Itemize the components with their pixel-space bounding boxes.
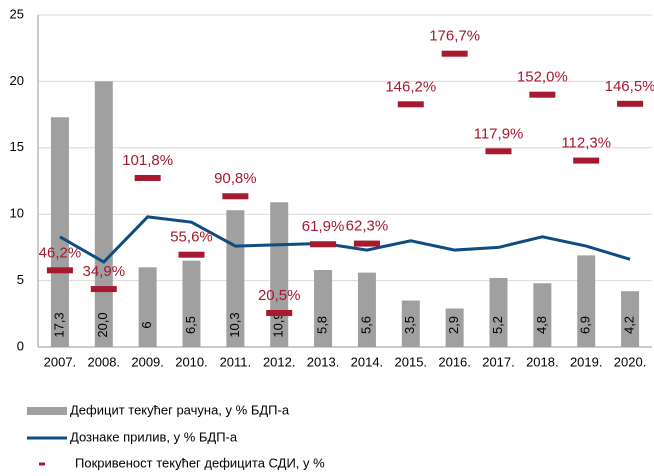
- legend-label: Дознаке прилив, у % БДП-а: [70, 429, 238, 444]
- y-tick-label: 0: [17, 338, 24, 353]
- bar: [182, 260, 201, 347]
- bar: [489, 277, 508, 347]
- marker: [617, 100, 644, 107]
- marker: [90, 286, 117, 293]
- x-tick-label: 2011.: [220, 354, 252, 369]
- marker-value-label: 20,5%: [258, 287, 301, 304]
- x-tick-label: 2015.: [395, 354, 428, 369]
- x-tick-label: 2012.: [263, 354, 296, 369]
- y-tick-label: 10: [10, 206, 24, 221]
- marker-value-label: 62,3%: [346, 218, 389, 235]
- bar-value-label: 5,2: [490, 316, 505, 334]
- bar-value-label: 6,5: [183, 316, 198, 334]
- y-tick-label: 15: [10, 139, 24, 154]
- x-tick-label: 2008.: [88, 354, 121, 369]
- bar-value-label: 3,5: [402, 316, 417, 334]
- marker-value-label: 152,0%: [517, 69, 568, 86]
- legend-swatch: [27, 407, 67, 415]
- x-tick-label: 2007.: [44, 354, 77, 369]
- bar-value-label: 5,8: [315, 316, 330, 334]
- marker-value-label: 117,9%: [474, 125, 524, 142]
- y-tick-label: 25: [10, 6, 24, 21]
- bar-value-label: 4,2: [622, 316, 637, 334]
- bar: [445, 308, 464, 347]
- marker: [573, 157, 600, 164]
- bar-value-label: 10,9: [271, 312, 286, 337]
- bar: [533, 283, 552, 347]
- bar-value-label: 2,9: [446, 316, 461, 334]
- y-tick-label: 5: [17, 272, 24, 287]
- line: [59, 215, 631, 264]
- bar: [94, 81, 113, 348]
- bar: [314, 269, 333, 347]
- marker-value-label: 61,9%: [302, 218, 345, 235]
- marker: [485, 148, 512, 155]
- marker: [397, 101, 424, 108]
- x-tick-label: 2014.: [351, 354, 384, 369]
- bar: [621, 291, 640, 347]
- marker-value-label: 90,8%: [214, 170, 257, 187]
- bar-value-label: 20,0: [95, 312, 110, 337]
- bar-value-label: 6: [139, 321, 154, 328]
- legend-label: Покривеност текућег дефицита СДИ, у %: [75, 455, 325, 470]
- marker: [178, 251, 205, 258]
- bar: [50, 117, 69, 347]
- marker: [441, 50, 468, 57]
- bar-value-label: 4,8: [534, 316, 549, 334]
- x-tick-label: 2013.: [307, 354, 340, 369]
- bar: [401, 300, 420, 347]
- marker-value-label: 101,8%: [122, 152, 173, 169]
- x-tick-label: 2010.: [175, 354, 208, 369]
- bar-value-label: 10,3: [227, 312, 242, 337]
- bar-value-label: 6,9: [578, 316, 593, 334]
- x-tick-label: 2016.: [438, 354, 471, 369]
- marker: [529, 91, 556, 98]
- bar: [357, 272, 376, 347]
- marker-value-label: 46,2%: [39, 244, 82, 261]
- x-tick-label: 2020.: [614, 354, 647, 369]
- x-tick-label: 2009.: [131, 354, 164, 369]
- marker: [266, 309, 293, 316]
- marker-value-label: 34,9%: [83, 263, 126, 280]
- marker-value-label: 176,7%: [429, 28, 480, 45]
- marker-value-label: 55,6%: [170, 229, 213, 246]
- bar: [138, 267, 157, 347]
- marker: [134, 175, 161, 182]
- marker: [310, 241, 337, 248]
- marker-value-label: 146,2%: [385, 78, 436, 95]
- bar-value-label: 17,3: [51, 312, 66, 337]
- y-tick-label: 20: [10, 73, 24, 88]
- x-tick-label: 2017.: [482, 354, 515, 369]
- x-tick-label: 2018.: [526, 354, 559, 369]
- legend-swatch: [39, 462, 45, 466]
- x-tick-label: 2019.: [570, 354, 603, 369]
- bar: [577, 255, 596, 347]
- legend-label: Дефицит текућег рачуна, у % БДП-а: [70, 402, 290, 417]
- marker: [46, 267, 73, 274]
- marker-value-label: 146,5%: [605, 78, 654, 95]
- marker: [222, 193, 249, 200]
- marker: [353, 240, 380, 247]
- bar-value-label: 5,6: [358, 316, 373, 334]
- marker-value-label: 112,3%: [561, 135, 611, 152]
